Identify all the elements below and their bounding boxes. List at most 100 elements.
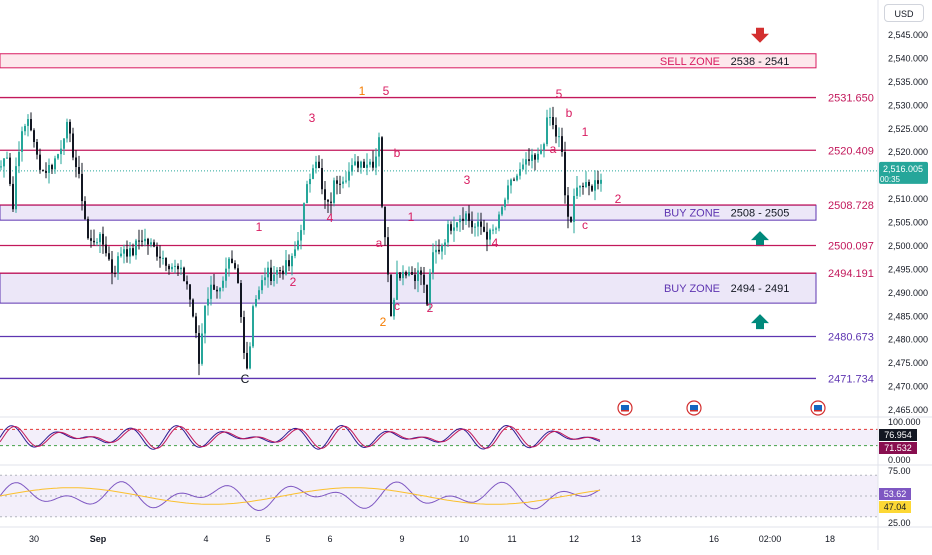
- candle-body: [510, 179, 512, 186]
- level-label: 2531.650: [828, 93, 874, 105]
- candle-body: [165, 257, 167, 266]
- candle-body: [213, 284, 215, 290]
- candle-body: [522, 164, 524, 170]
- candle-body: [447, 224, 449, 243]
- candle-body: [426, 284, 428, 305]
- candle-body: [408, 272, 410, 276]
- candle-body: [465, 213, 467, 221]
- candle-body: [105, 244, 107, 254]
- candle-body: [198, 333, 200, 364]
- candle-body: [78, 167, 80, 174]
- candle-body: [264, 277, 266, 281]
- x-tick-label: Sep: [90, 534, 107, 544]
- zone-label: BUY ZONE: [664, 208, 720, 220]
- candle-body: [294, 249, 296, 256]
- rsi-value-badge: [879, 501, 911, 513]
- y-tick-label: 2,480.000: [888, 335, 928, 345]
- candle-body: [435, 249, 437, 253]
- candle-body: [525, 159, 527, 165]
- candle-body: [261, 280, 263, 291]
- candle-body: [240, 283, 242, 318]
- arrow-down-icon: [751, 27, 769, 43]
- candle-body: [576, 187, 578, 196]
- candle-body: [330, 201, 332, 203]
- candle-body: [117, 256, 119, 274]
- candle-body: [87, 218, 89, 239]
- candle-body: [18, 151, 20, 167]
- us-flag-icon: [814, 410, 822, 412]
- us-flag-icon: [814, 405, 822, 410]
- wave-label: C: [241, 372, 250, 386]
- candle-body: [432, 252, 434, 273]
- candle-body: [132, 248, 134, 256]
- candle-body: [480, 221, 482, 227]
- currency-selector[interactable]: USD: [884, 4, 924, 22]
- candle-body: [234, 263, 236, 269]
- y-axis: 2,545.000 2,540.000 2,535.000 2,530.000 2,52…: [879, 30, 928, 415]
- candle-body: [390, 274, 392, 317]
- candle-body: [57, 154, 59, 159]
- candle-body: [369, 161, 371, 165]
- zone-box: [0, 272, 817, 304]
- candle-body: [519, 169, 521, 176]
- candle-body: [402, 271, 404, 279]
- candle-body: [267, 267, 269, 278]
- candle-body: [324, 189, 326, 200]
- candle-body: [246, 352, 248, 369]
- candle-body: [492, 229, 494, 231]
- candle-body: [585, 182, 587, 188]
- candle-body: [159, 256, 161, 259]
- level-label: 2500.097: [828, 240, 874, 252]
- candle-body: [423, 274, 425, 285]
- candle-body: [129, 248, 131, 257]
- wave-label: 1: [408, 210, 415, 224]
- x-tick-label: 02:00: [759, 534, 782, 544]
- wave-label: 4: [492, 236, 499, 250]
- rsi-line: [0, 481, 601, 512]
- candle-body: [225, 268, 227, 281]
- y-tick-label: 2,545.000: [888, 30, 928, 40]
- x-tick-label: 6: [327, 534, 332, 544]
- x-axis: 30 Sep 4 5 6 9 10 11 12 13 16 02:00 18: [29, 534, 835, 544]
- candle-body: [15, 166, 17, 210]
- x-tick-label: 30: [29, 534, 39, 544]
- candle-body: [201, 333, 203, 364]
- candle-body: [345, 180, 347, 182]
- candle-body: [171, 266, 173, 270]
- candle-body: [534, 154, 536, 160]
- candle-body: [543, 144, 545, 150]
- candle-body: [282, 270, 284, 275]
- wave-label: 2: [615, 192, 622, 206]
- stoch-tick: 100.000: [888, 417, 921, 427]
- x-tick-label: 18: [825, 534, 835, 544]
- candle-body: [387, 237, 389, 275]
- y-tick-label: 2,505.000: [888, 218, 928, 228]
- rsi-value: 47.04: [884, 502, 907, 512]
- level-label: 2471.734: [828, 373, 874, 385]
- candle-body: [75, 157, 77, 168]
- candle-body: [363, 161, 365, 168]
- wave-label: 5: [556, 87, 563, 101]
- x-tick-label: 11: [507, 534, 516, 544]
- candle-body: [252, 306, 254, 347]
- y-tick-label: 2,470.000: [888, 382, 928, 392]
- candle-body: [483, 226, 485, 232]
- stoch-value: 76.954: [884, 430, 912, 440]
- candle-body: [459, 218, 461, 223]
- candle-body: [93, 240, 95, 243]
- candle-body: [120, 253, 122, 257]
- candle-body: [591, 185, 593, 191]
- candle-body: [417, 270, 419, 281]
- candle-body: [309, 178, 311, 185]
- candle-body: [507, 185, 509, 200]
- candle-body: [249, 346, 251, 369]
- candle-body: [48, 165, 50, 173]
- wave-label: a: [550, 142, 557, 156]
- candle-body: [573, 195, 575, 222]
- x-tick-label: 9: [399, 534, 404, 544]
- candle-body: [306, 184, 308, 204]
- y-tick-label: 2,535.000: [888, 77, 928, 87]
- y-tick-label: 2,475.000: [888, 358, 928, 368]
